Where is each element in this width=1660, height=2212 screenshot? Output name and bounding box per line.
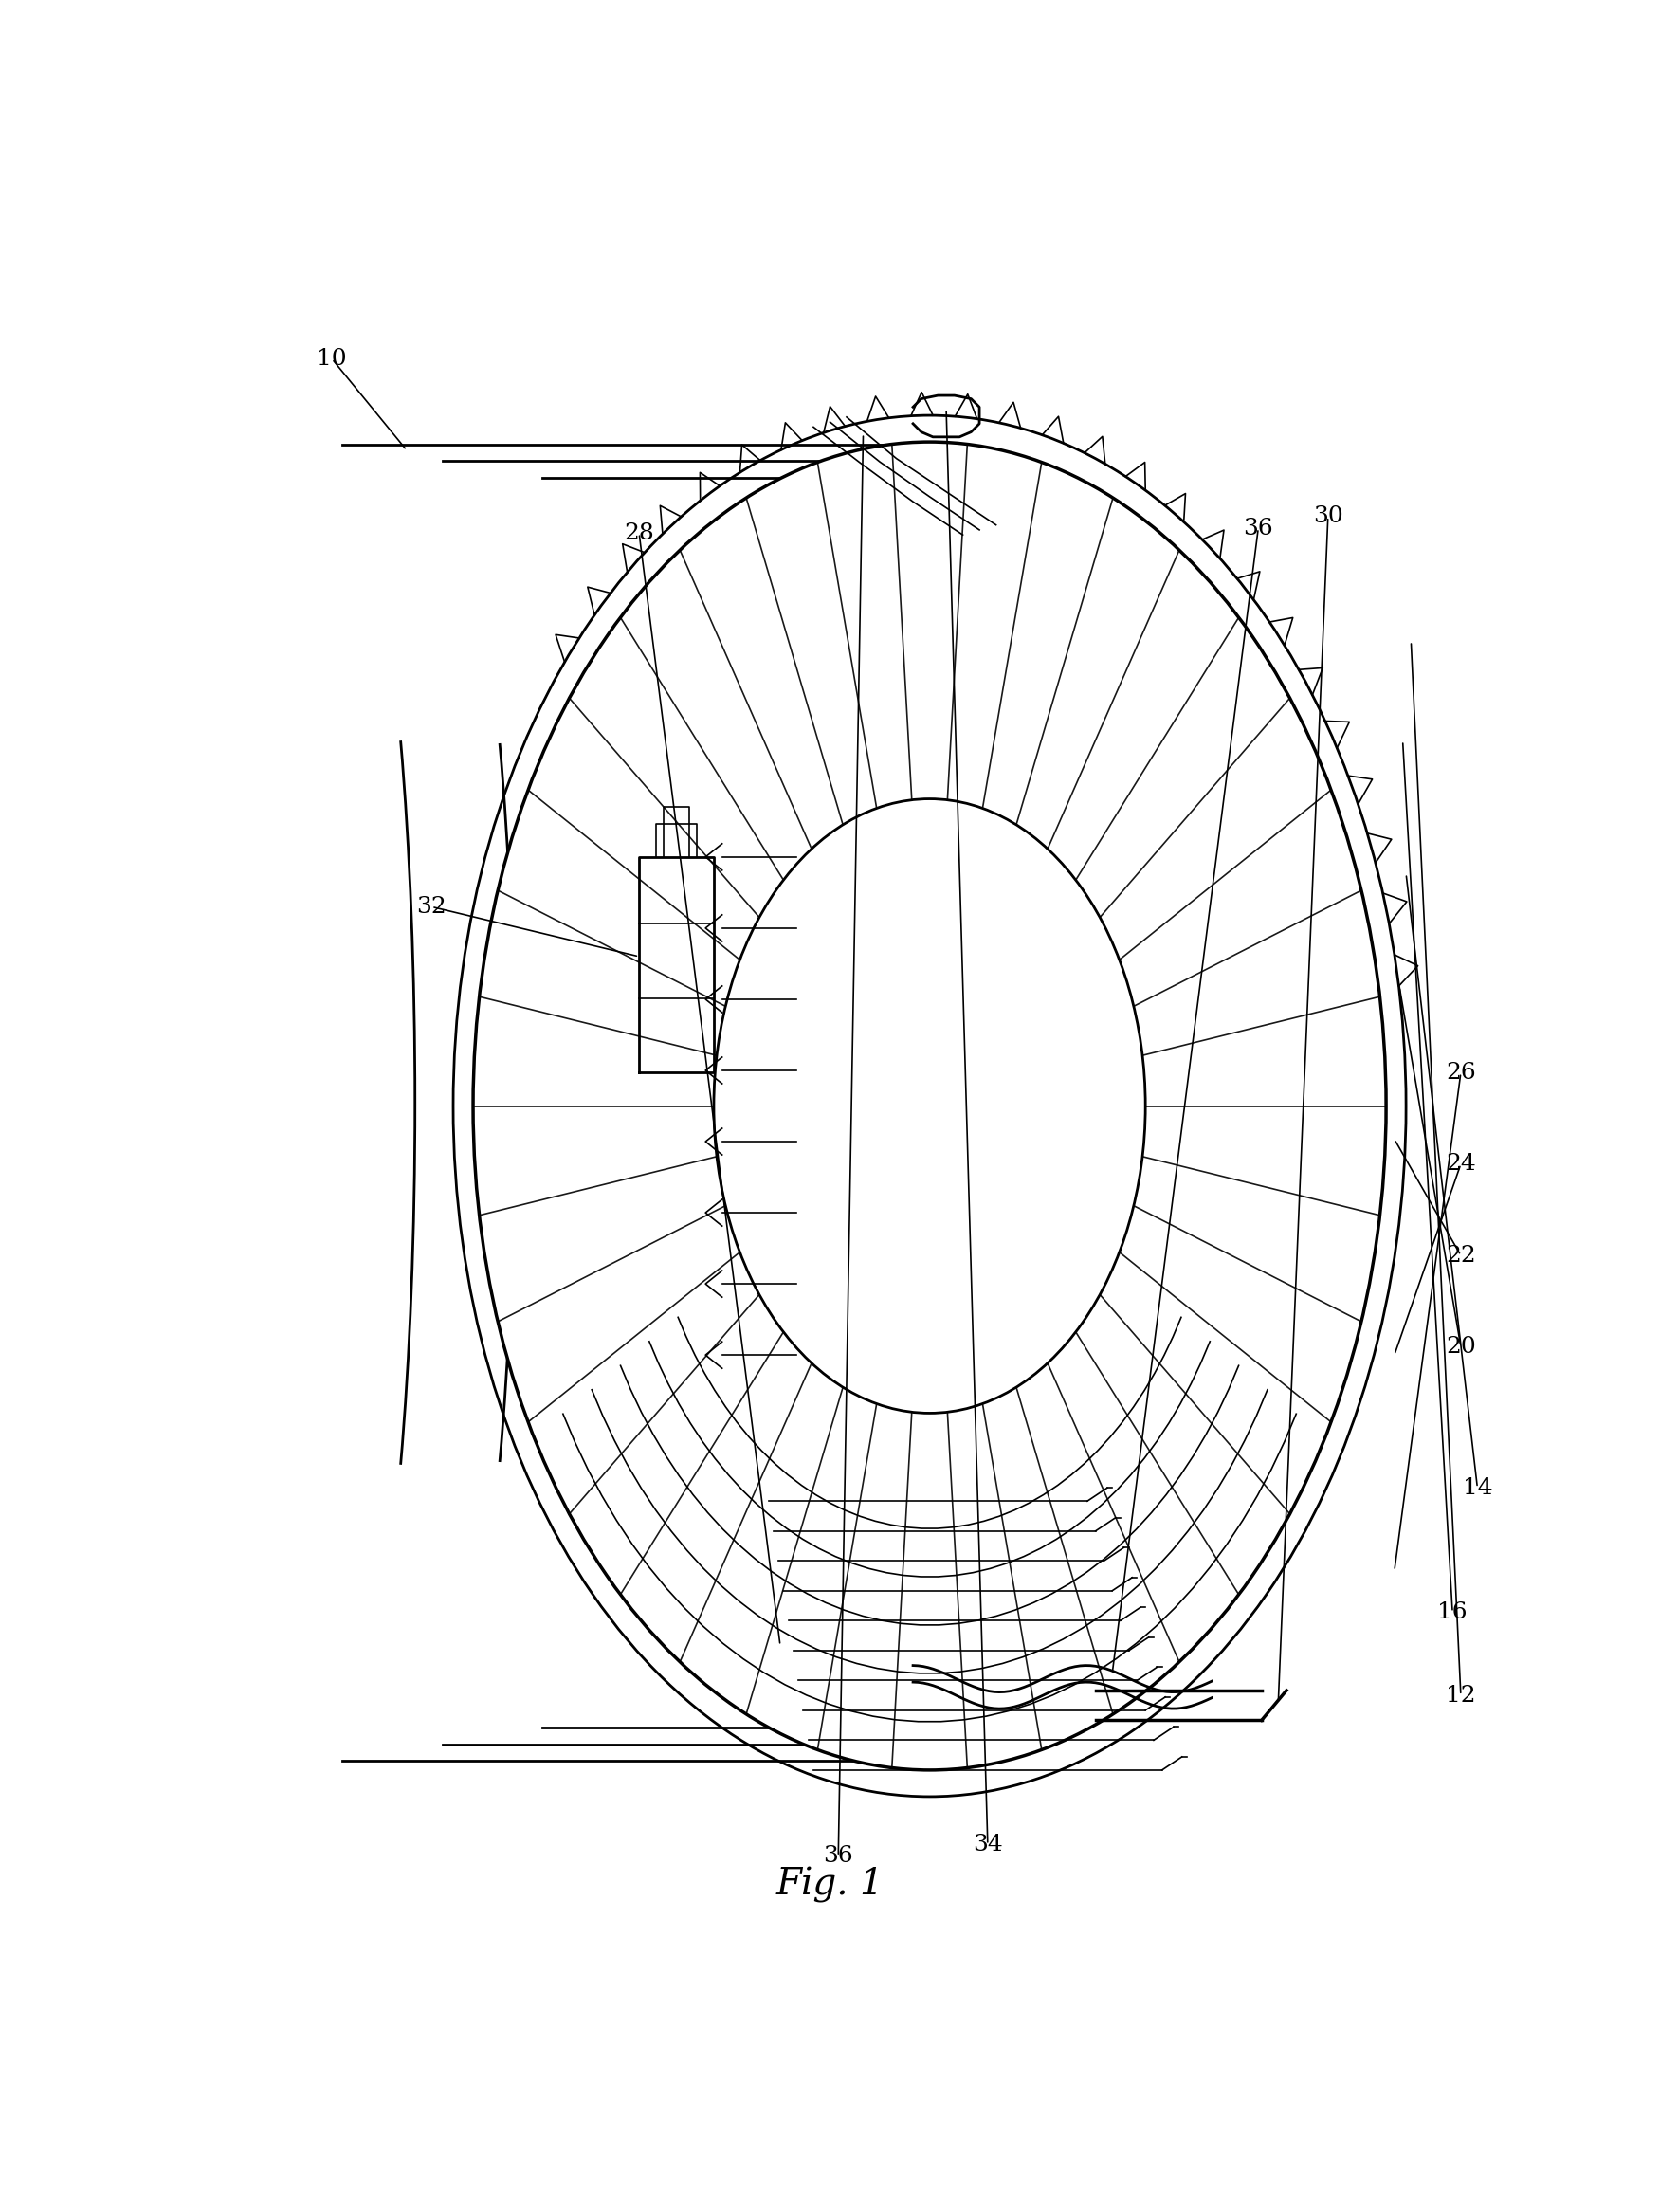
Text: 14: 14 — [1462, 1478, 1492, 1500]
Text: 12: 12 — [1446, 1686, 1476, 1705]
Text: 24: 24 — [1446, 1152, 1476, 1175]
Text: 36: 36 — [1243, 518, 1273, 540]
Text: 34: 34 — [973, 1834, 1003, 1856]
Text: 16: 16 — [1438, 1601, 1467, 1624]
Ellipse shape — [473, 442, 1386, 1770]
Text: 20: 20 — [1446, 1336, 1476, 1358]
Text: 30: 30 — [1313, 507, 1343, 526]
Text: 22: 22 — [1446, 1245, 1476, 1265]
Ellipse shape — [714, 799, 1145, 1413]
Text: 28: 28 — [624, 522, 654, 544]
Text: 32: 32 — [417, 896, 447, 918]
Text: 36: 36 — [823, 1845, 853, 1867]
Text: Fig. 1: Fig. 1 — [777, 1867, 883, 1902]
Text: 10: 10 — [317, 347, 347, 369]
Text: 26: 26 — [1446, 1062, 1476, 1084]
